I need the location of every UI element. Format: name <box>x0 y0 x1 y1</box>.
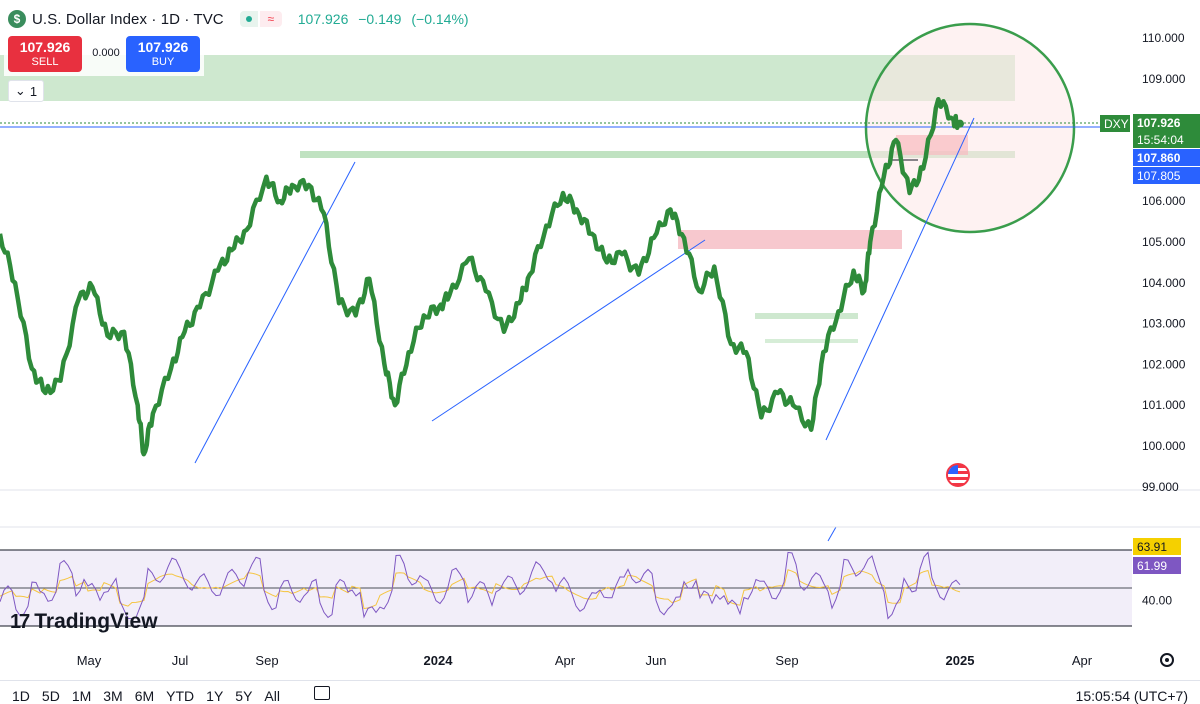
symbol-header: $ U.S. Dollar Index · 1D · TVC ≈ 107.926… <box>8 6 475 32</box>
indicators-collapse-button[interactable]: ⌄ 1 <box>8 80 44 102</box>
rsi-value-tag: 63.91 <box>1133 538 1181 555</box>
price-tick-label: 106.000 <box>1142 194 1186 208</box>
time-axis-label: 2024 <box>424 653 454 668</box>
us-flag-icon[interactable] <box>946 463 970 487</box>
price-change: −0.149 <box>358 11 401 27</box>
symbol-logo: $ <box>8 10 26 28</box>
market-open-icon <box>240 11 258 27</box>
timeframe-1d[interactable]: 1D <box>12 688 30 704</box>
time-axis-label: Jul <box>172 653 189 668</box>
sell-label: SELL <box>8 56 82 68</box>
tradingview-logo: 17 TradingView <box>10 610 158 634</box>
time-axis-label: Jun <box>646 653 667 668</box>
price-tick-label: 101.000 <box>1142 398 1186 412</box>
time-axis-label: Apr <box>555 653 576 668</box>
level-tag-2: 107.805 <box>1133 167 1200 184</box>
rsi-ma-tag: 61.99 <box>1133 557 1181 574</box>
header-quote: 107.926 −0.149 (−0.14%) <box>298 11 475 27</box>
buy-button[interactable]: 107.926 BUY <box>126 36 200 72</box>
market-status[interactable]: ≈ <box>240 11 282 27</box>
buy-label: BUY <box>126 56 200 68</box>
sell-price: 107.926 <box>8 39 82 55</box>
price-tick-label: 100.000 <box>1142 439 1186 453</box>
timeframe-1m[interactable]: 1M <box>72 688 91 704</box>
delayed-data-icon: ≈ <box>260 11 282 27</box>
spread-value: 0.000 <box>88 47 124 59</box>
rsi-tick-label: 40.00 <box>1142 594 1172 608</box>
buy-price: 107.926 <box>126 39 200 55</box>
last-price-tag: 107.926 <box>1133 114 1200 131</box>
price-tick-label: 104.000 <box>1142 276 1186 290</box>
price-tick-label: 102.000 <box>1142 357 1186 371</box>
timeframe-3m[interactable]: 3M <box>103 688 122 704</box>
clock[interactable]: 15:05:54 (UTC+7) <box>1076 688 1188 704</box>
price-tick-label: 103.000 <box>1142 317 1186 331</box>
time-axis-label: 2025 <box>946 653 975 668</box>
minor-zone-2 <box>765 339 858 343</box>
timeframe-ytd[interactable]: YTD <box>166 688 194 704</box>
trade-panel: 107.926 SELL 0.000 107.926 BUY <box>4 34 204 76</box>
timeframe-5d[interactable]: 5D <box>42 688 60 704</box>
price-tick-label: 99.000 <box>1142 480 1179 494</box>
time-axis-label: Sep <box>255 653 278 668</box>
trendline-rsi <box>828 527 836 541</box>
symbol-tag: DXY <box>1100 115 1130 132</box>
price-change-pct: (−0.14%) <box>411 11 468 27</box>
price-tick-label: 109.000 <box>1142 72 1186 86</box>
indicator-count: 1 <box>30 84 37 99</box>
timeframe-1y[interactable]: 1Y <box>206 688 223 704</box>
tradingview-mark-icon: 17 <box>10 611 28 634</box>
bottom-toolbar: 1D 5D 1M 3M 6M YTD 1Y 5Y All 15:05:54 (UTC+7) <box>0 680 1200 704</box>
symbol-title[interactable]: U.S. Dollar Index · 1D · TVC <box>32 11 224 28</box>
highlight-circle <box>866 24 1074 232</box>
trendline-1 <box>195 162 355 463</box>
tradingview-wordmark: TradingView <box>34 610 157 634</box>
timeframe-6m[interactable]: 6M <box>135 688 154 704</box>
time-axis-label: May <box>77 653 102 668</box>
calendar-icon[interactable] <box>314 686 330 700</box>
settings-gear-icon[interactable] <box>1160 653 1174 667</box>
sell-button[interactable]: 107.926 SELL <box>8 36 82 72</box>
time-axis-label: Apr <box>1072 653 1093 668</box>
timeframe-5y[interactable]: 5Y <box>235 688 252 704</box>
countdown-tag: 15:54:04 <box>1133 131 1200 148</box>
time-axis-label: Sep <box>775 653 798 668</box>
chevron-down-icon: ⌄ <box>15 83 26 99</box>
last-price-dot <box>956 120 964 128</box>
price-tick-label: 105.000 <box>1142 235 1186 249</box>
timeframe-buttons: 1D 5D 1M 3M 6M YTD 1Y 5Y All <box>12 688 280 704</box>
minor-zone-1 <box>755 313 858 319</box>
timeframe-all[interactable]: All <box>264 688 280 704</box>
level-tag-1: 107.860 <box>1133 149 1200 166</box>
last-price: 107.926 <box>298 11 349 27</box>
price-tick-label: 110.000 <box>1142 31 1185 45</box>
